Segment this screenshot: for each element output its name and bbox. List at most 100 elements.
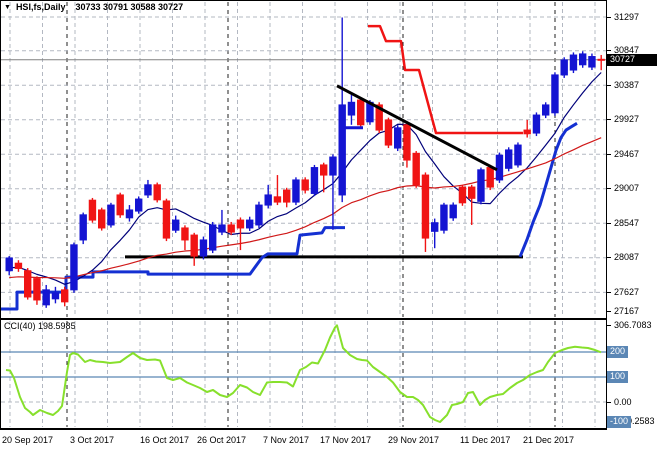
cci-indicator xyxy=(1,324,606,423)
bear-candle xyxy=(116,194,124,216)
bull-candle xyxy=(495,154,504,181)
bull-candle xyxy=(218,224,226,233)
bull-candle xyxy=(551,74,559,114)
price-axis-label: 29467 xyxy=(614,148,640,159)
bull-candle xyxy=(125,209,134,219)
red-step-resistance-line xyxy=(368,24,523,135)
bear-candle xyxy=(458,186,467,204)
candlestick-series xyxy=(5,17,605,308)
indicator-name: CCI(40) xyxy=(4,321,36,331)
time-axis-label: 16 Oct 2017 xyxy=(140,435,190,445)
price-axis-tick xyxy=(607,50,611,52)
bear-candle xyxy=(14,262,23,269)
price-axis-label: 29927 xyxy=(614,114,640,125)
time-axis-label: 26 Oct 2017 xyxy=(197,435,247,445)
bull-candle xyxy=(135,198,143,212)
bear-candle xyxy=(181,227,189,241)
bull-candle xyxy=(505,149,513,169)
time-axis-label: 7 Nov 2017 xyxy=(263,435,310,445)
indicator-value: 198.5985 xyxy=(38,321,76,331)
bear-candle xyxy=(384,119,393,146)
bull-candle xyxy=(329,156,337,176)
cci-axis-tick xyxy=(607,401,611,403)
price-axis-tick xyxy=(607,188,611,190)
time-axis-label: 20 Sep 2017 xyxy=(2,435,54,445)
time-axis-label: 3 Oct 2017 xyxy=(70,435,115,445)
cci-axis-label: -100.2583 xyxy=(614,415,655,426)
bear-candle xyxy=(357,99,365,126)
bear-candle xyxy=(320,164,328,176)
ma-fast-line xyxy=(9,72,602,285)
bull-candle xyxy=(292,179,300,203)
bull-candle xyxy=(394,127,402,149)
price-axis-tick xyxy=(607,222,611,224)
bull-candle xyxy=(440,204,448,231)
gridlines xyxy=(1,2,606,427)
bull-candle xyxy=(477,169,485,202)
bull-candle xyxy=(70,244,78,291)
price-axis-tick xyxy=(607,84,611,86)
bull-candle xyxy=(172,219,180,231)
bull-candle xyxy=(579,53,587,66)
chart-title: ▼ HSI,fs,Daily 30733 30791 30588 30727 xyxy=(4,2,183,12)
bull-candle xyxy=(532,114,541,134)
bull-candle xyxy=(144,184,152,196)
bear-candle xyxy=(190,234,198,257)
price-axis-label: 28547 xyxy=(614,217,640,228)
bear-candle xyxy=(273,196,282,203)
bear-candle xyxy=(412,152,420,186)
bear-candle xyxy=(227,224,235,233)
price-axis-label: 28087 xyxy=(614,252,640,263)
indicator-panel[interactable] xyxy=(0,320,606,428)
time-axis-label: 21 Dec 2017 xyxy=(523,435,575,445)
bull-candle xyxy=(79,214,87,241)
bull-candle xyxy=(560,59,568,76)
cci-axis-tick xyxy=(607,324,611,326)
price-axis-label: 27167 xyxy=(614,305,640,316)
bull-candle xyxy=(107,204,115,226)
bear-candle xyxy=(421,174,430,239)
price-axis-tick xyxy=(607,257,611,259)
time-axis-label: 11 Dec 2017 xyxy=(460,435,511,445)
bull-candle xyxy=(514,144,522,166)
symbol-dropdown-icon[interactable]: ▼ xyxy=(4,4,11,11)
bull-candle xyxy=(338,104,346,196)
bull-candle xyxy=(264,194,272,206)
price-axis-label: 27627 xyxy=(614,286,640,297)
price-axis-tick xyxy=(607,291,611,293)
bear-candle xyxy=(98,209,106,229)
bear-candle xyxy=(597,58,605,61)
cci-level-badge: -100 xyxy=(607,416,632,428)
bear-candle xyxy=(162,200,171,239)
price-chart-panel[interactable] xyxy=(0,0,606,318)
price-axis-label: 30387 xyxy=(614,79,640,90)
bull-candle xyxy=(449,204,457,219)
time-axis-label: 29 Nov 2017 xyxy=(388,435,440,445)
bear-candle xyxy=(153,184,161,201)
bear-candle xyxy=(403,124,411,161)
price-axis[interactable]: 31297 30847 30387 29927 29467 29007 28547 28087… xyxy=(607,0,660,430)
price-axis-label: 31297 xyxy=(614,11,640,22)
price-axis-tick xyxy=(607,153,611,155)
bear-candle xyxy=(236,219,245,229)
time-axis[interactable]: 20 Sep 2017 3 Oct 2017 16 Oct 2017 26 Oct 2… xyxy=(0,431,660,450)
bull-candle xyxy=(199,239,208,257)
bull-candle xyxy=(5,257,13,272)
price-axis-label: 30847 xyxy=(614,45,640,56)
bear-candle xyxy=(301,179,309,191)
price-axis-label: 29007 xyxy=(614,183,640,194)
blue-step-support-line-right xyxy=(518,122,578,258)
cci-line xyxy=(5,324,602,423)
bear-candle xyxy=(24,270,32,298)
bull-candle xyxy=(588,56,596,68)
bull-candle xyxy=(42,289,50,306)
chart-title-symbol: HSI,fs,Daily xyxy=(15,2,66,12)
bull-candle xyxy=(246,219,254,229)
overlay-objects xyxy=(336,84,498,172)
cci-level-badge: 100 xyxy=(607,371,629,383)
time-axis-label: 17 Nov 2017 xyxy=(320,435,372,445)
indicator-label: CCI(40) 198.5985 xyxy=(4,321,76,331)
bear-candle xyxy=(523,129,531,135)
bull-candle xyxy=(569,54,578,71)
